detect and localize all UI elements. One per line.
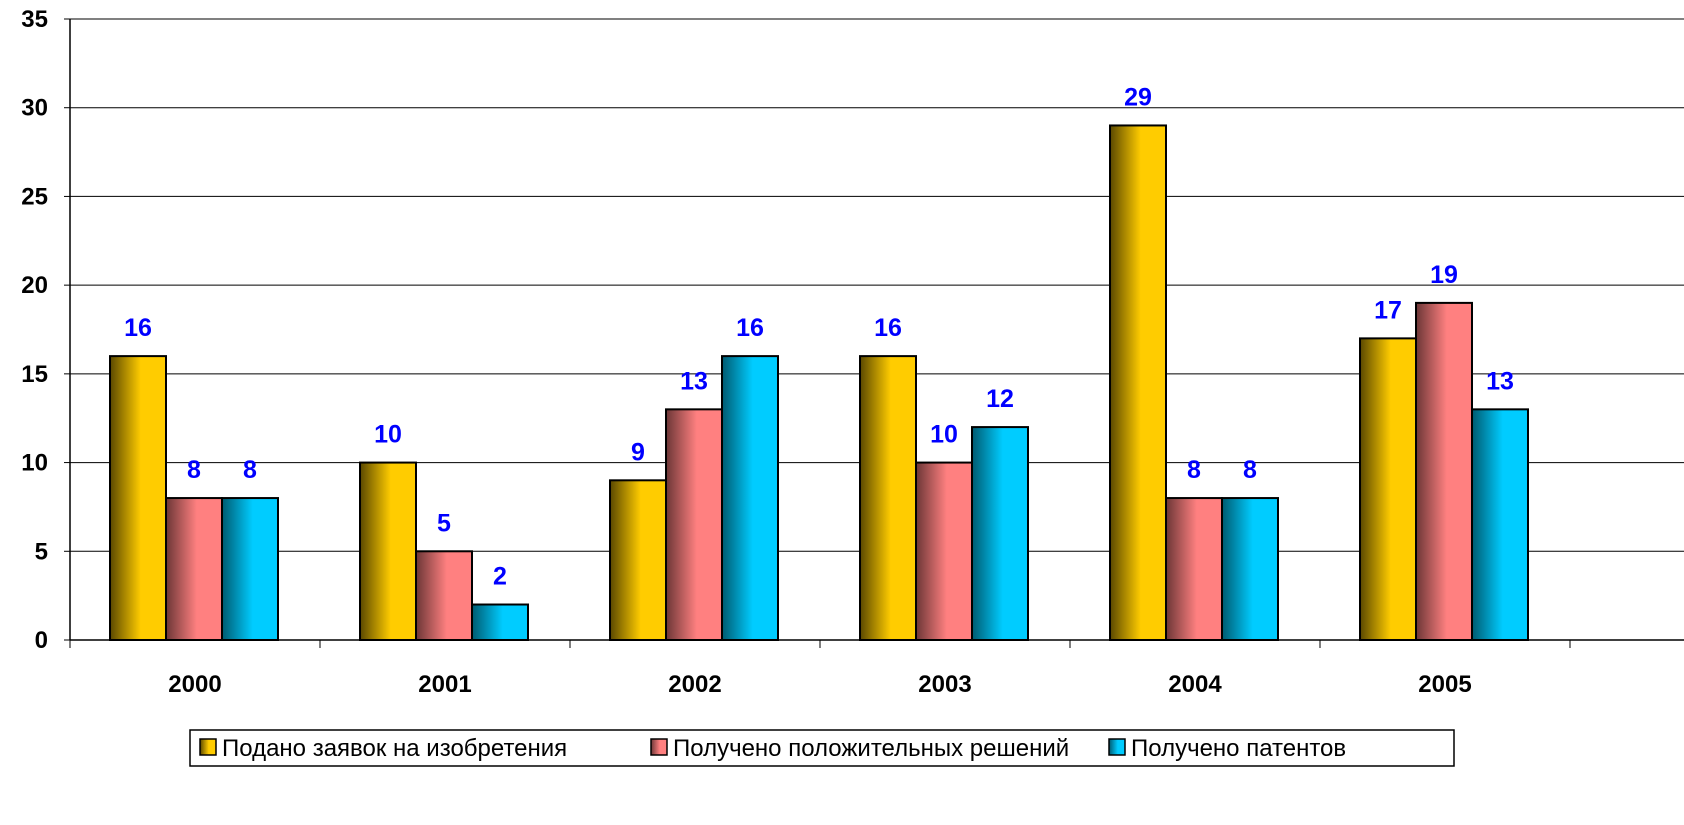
data-label: 8 bbox=[243, 456, 257, 484]
data-label: 8 bbox=[1243, 456, 1257, 484]
bar-2005-series-3 bbox=[1471, 408, 1529, 642]
y-tick-label: 35 bbox=[21, 6, 48, 33]
data-label: 17 bbox=[1374, 296, 1402, 324]
data-label: 9 bbox=[631, 438, 645, 466]
data-label: 8 bbox=[187, 456, 201, 484]
legend-swatch bbox=[199, 738, 217, 756]
legend-entry: Подано заявок на изобретения bbox=[222, 735, 567, 762]
bar-2000-series-1 bbox=[109, 355, 167, 641]
y-tick-label: 30 bbox=[21, 95, 48, 122]
bar-2003-series-3 bbox=[971, 426, 1029, 642]
bar-2004-series-2 bbox=[1165, 497, 1223, 641]
legend: Подано заявок на изобретения Получено пол… bbox=[189, 729, 1455, 767]
legend-box bbox=[189, 729, 1455, 767]
x-tick-label: 2005 bbox=[1418, 671, 1471, 698]
data-label: 2 bbox=[493, 563, 507, 591]
x-tick-label: 2003 bbox=[918, 671, 971, 698]
legend-swatch bbox=[1108, 738, 1126, 756]
y-tick-label: 0 bbox=[35, 627, 48, 654]
bar-2000-series-3 bbox=[221, 497, 279, 641]
data-label: 12 bbox=[986, 385, 1014, 413]
bar-2003-series-1 bbox=[859, 355, 917, 641]
data-label: 10 bbox=[374, 421, 402, 449]
data-label: 10 bbox=[930, 421, 958, 449]
data-label: 16 bbox=[124, 314, 152, 342]
x-tick-label: 2002 bbox=[668, 671, 721, 698]
bar-2005-series-2 bbox=[1415, 301, 1473, 641]
data-label: 19 bbox=[1430, 261, 1458, 289]
legend-entry: Получено положительных решений bbox=[673, 735, 1069, 762]
y-tick-label: 5 bbox=[35, 538, 48, 565]
x-axis: 2000 2001 2002 2003 2004 2005 bbox=[69, 639, 1684, 698]
y-tick-label: 20 bbox=[21, 272, 48, 299]
bar-2001-series-1 bbox=[359, 461, 417, 642]
bar-2002-series-3 bbox=[721, 355, 779, 641]
bar-2002-series-2 bbox=[665, 408, 723, 642]
data-label: 16 bbox=[874, 314, 902, 342]
data-label: 16 bbox=[736, 314, 764, 342]
bars bbox=[109, 124, 1529, 642]
bar-2003-series-2 bbox=[915, 461, 973, 642]
bar-2004-series-1 bbox=[1109, 124, 1167, 641]
legend-swatch bbox=[650, 738, 668, 756]
bar-2001-series-3 bbox=[471, 603, 529, 641]
y-tick-label: 25 bbox=[21, 183, 48, 210]
y-tick-label: 10 bbox=[21, 450, 48, 477]
bar-2005-series-1 bbox=[1359, 337, 1417, 641]
data-label: 8 bbox=[1187, 456, 1201, 484]
data-label: 13 bbox=[1486, 367, 1514, 395]
bar-2002-series-1 bbox=[609, 479, 667, 642]
x-tick-label: 2001 bbox=[418, 671, 471, 698]
x-tick-label: 2004 bbox=[1168, 671, 1222, 698]
y-axis: 0 5 10 15 20 25 30 35 bbox=[21, 6, 71, 654]
legend-entry: Получено патентов bbox=[1131, 735, 1346, 762]
data-label: 5 bbox=[437, 509, 451, 537]
bar-2000-series-2 bbox=[165, 497, 223, 641]
bar-2001-series-2 bbox=[415, 550, 473, 641]
y-tick-label: 15 bbox=[21, 361, 48, 388]
x-tick-label: 2000 bbox=[168, 671, 221, 698]
data-label: 13 bbox=[680, 367, 708, 395]
data-label: 29 bbox=[1124, 83, 1152, 111]
bar-2004-series-3 bbox=[1221, 497, 1279, 641]
